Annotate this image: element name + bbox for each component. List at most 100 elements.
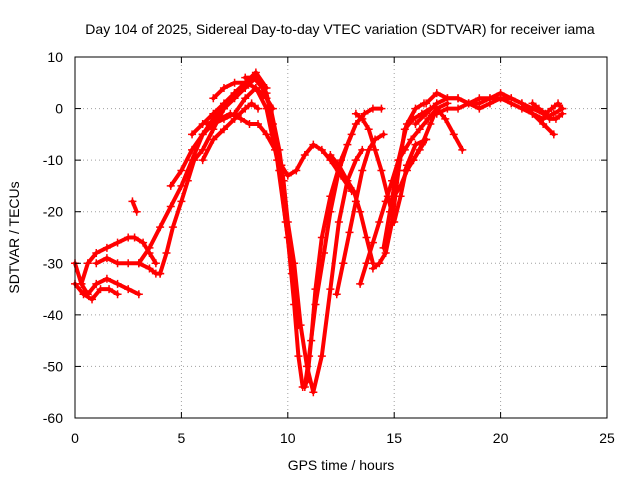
data-point	[309, 388, 318, 397]
data-point	[326, 285, 335, 294]
data-point	[113, 259, 122, 268]
data-point	[156, 223, 165, 232]
series-arc-12	[209, 78, 356, 392]
data-point	[134, 259, 143, 268]
data-point	[145, 264, 154, 273]
data-point	[517, 99, 526, 108]
data-point	[102, 254, 111, 263]
data-point	[219, 83, 228, 92]
data-point	[458, 145, 467, 154]
data-point	[443, 94, 452, 103]
series-line	[434, 96, 565, 121]
data-point	[245, 120, 254, 129]
data-point	[362, 233, 371, 242]
data-point	[443, 104, 452, 113]
data-point	[362, 259, 371, 268]
series-line	[73, 281, 120, 302]
data-point	[441, 114, 450, 123]
data-point	[247, 99, 256, 108]
data-point	[528, 99, 537, 108]
data-point	[113, 290, 122, 299]
data-point	[139, 238, 148, 247]
data-point	[319, 248, 328, 257]
data-point	[230, 89, 239, 98]
data-point	[377, 104, 386, 113]
data-point	[258, 83, 267, 92]
data-point	[202, 120, 211, 129]
data-point	[402, 120, 411, 129]
data-point	[551, 114, 560, 123]
x-tick-label: 5	[178, 430, 186, 446]
data-point	[411, 120, 420, 129]
data-point	[345, 228, 354, 237]
data-point	[432, 99, 441, 108]
data-point	[358, 166, 367, 175]
axis-ticks: 0 5 10 15 20 25 -60 -50 -40 -30 -20 -10 0 10	[43, 49, 615, 446]
data-point	[209, 135, 218, 144]
data-point	[219, 125, 228, 134]
data-point	[326, 150, 335, 159]
data-point	[371, 145, 380, 154]
data-point	[275, 145, 284, 154]
data-point	[343, 176, 352, 185]
data-point	[558, 104, 567, 113]
data-point	[547, 104, 556, 113]
series-arc-7	[156, 73, 260, 278]
data-point	[394, 156, 403, 165]
data-point	[300, 150, 309, 159]
data-point	[102, 274, 111, 283]
x-tick-label: 0	[71, 430, 79, 446]
series-line	[381, 101, 426, 250]
data-point	[422, 99, 431, 108]
data-point	[343, 140, 352, 149]
data-point	[168, 223, 177, 232]
data-point	[262, 130, 271, 139]
data-point	[283, 171, 292, 180]
data-point	[368, 264, 377, 273]
data-series	[71, 68, 567, 397]
data-point	[390, 192, 399, 201]
data-point	[177, 181, 186, 190]
data-point	[156, 269, 165, 278]
data-point	[326, 207, 335, 216]
data-point	[432, 109, 441, 118]
y-tick-label: 0	[55, 101, 63, 117]
series-arc-23	[400, 104, 467, 175]
data-point	[549, 109, 558, 118]
data-point	[375, 259, 384, 268]
series-arc-17	[326, 150, 377, 268]
data-point	[317, 145, 326, 154]
data-point	[198, 156, 207, 165]
y-tick-label: -20	[43, 204, 63, 220]
data-point	[360, 109, 369, 118]
data-point	[449, 130, 458, 139]
data-point	[422, 109, 431, 118]
data-point	[190, 156, 199, 165]
data-point	[351, 120, 360, 129]
y-tick-label: -40	[43, 307, 63, 323]
data-point	[549, 130, 558, 139]
x-tick-label: 20	[493, 430, 509, 446]
data-point	[554, 99, 563, 108]
data-point	[134, 290, 143, 299]
y-tick-label: -50	[43, 358, 63, 374]
data-point	[317, 352, 326, 361]
y-tick-label: -60	[43, 410, 63, 426]
data-point	[124, 259, 133, 268]
data-point	[183, 176, 192, 185]
data-point	[454, 104, 463, 113]
data-point	[334, 218, 343, 227]
data-point	[349, 187, 358, 196]
data-point	[534, 104, 543, 113]
data-point	[296, 321, 305, 330]
data-point	[177, 166, 186, 175]
data-point	[177, 197, 186, 206]
data-point	[254, 104, 263, 113]
data-point	[105, 285, 114, 294]
data-point	[151, 259, 160, 268]
x-axis-label: GPS time / hours	[288, 457, 395, 473]
data-point	[432, 89, 441, 98]
data-point	[166, 202, 175, 211]
data-point	[279, 176, 288, 185]
